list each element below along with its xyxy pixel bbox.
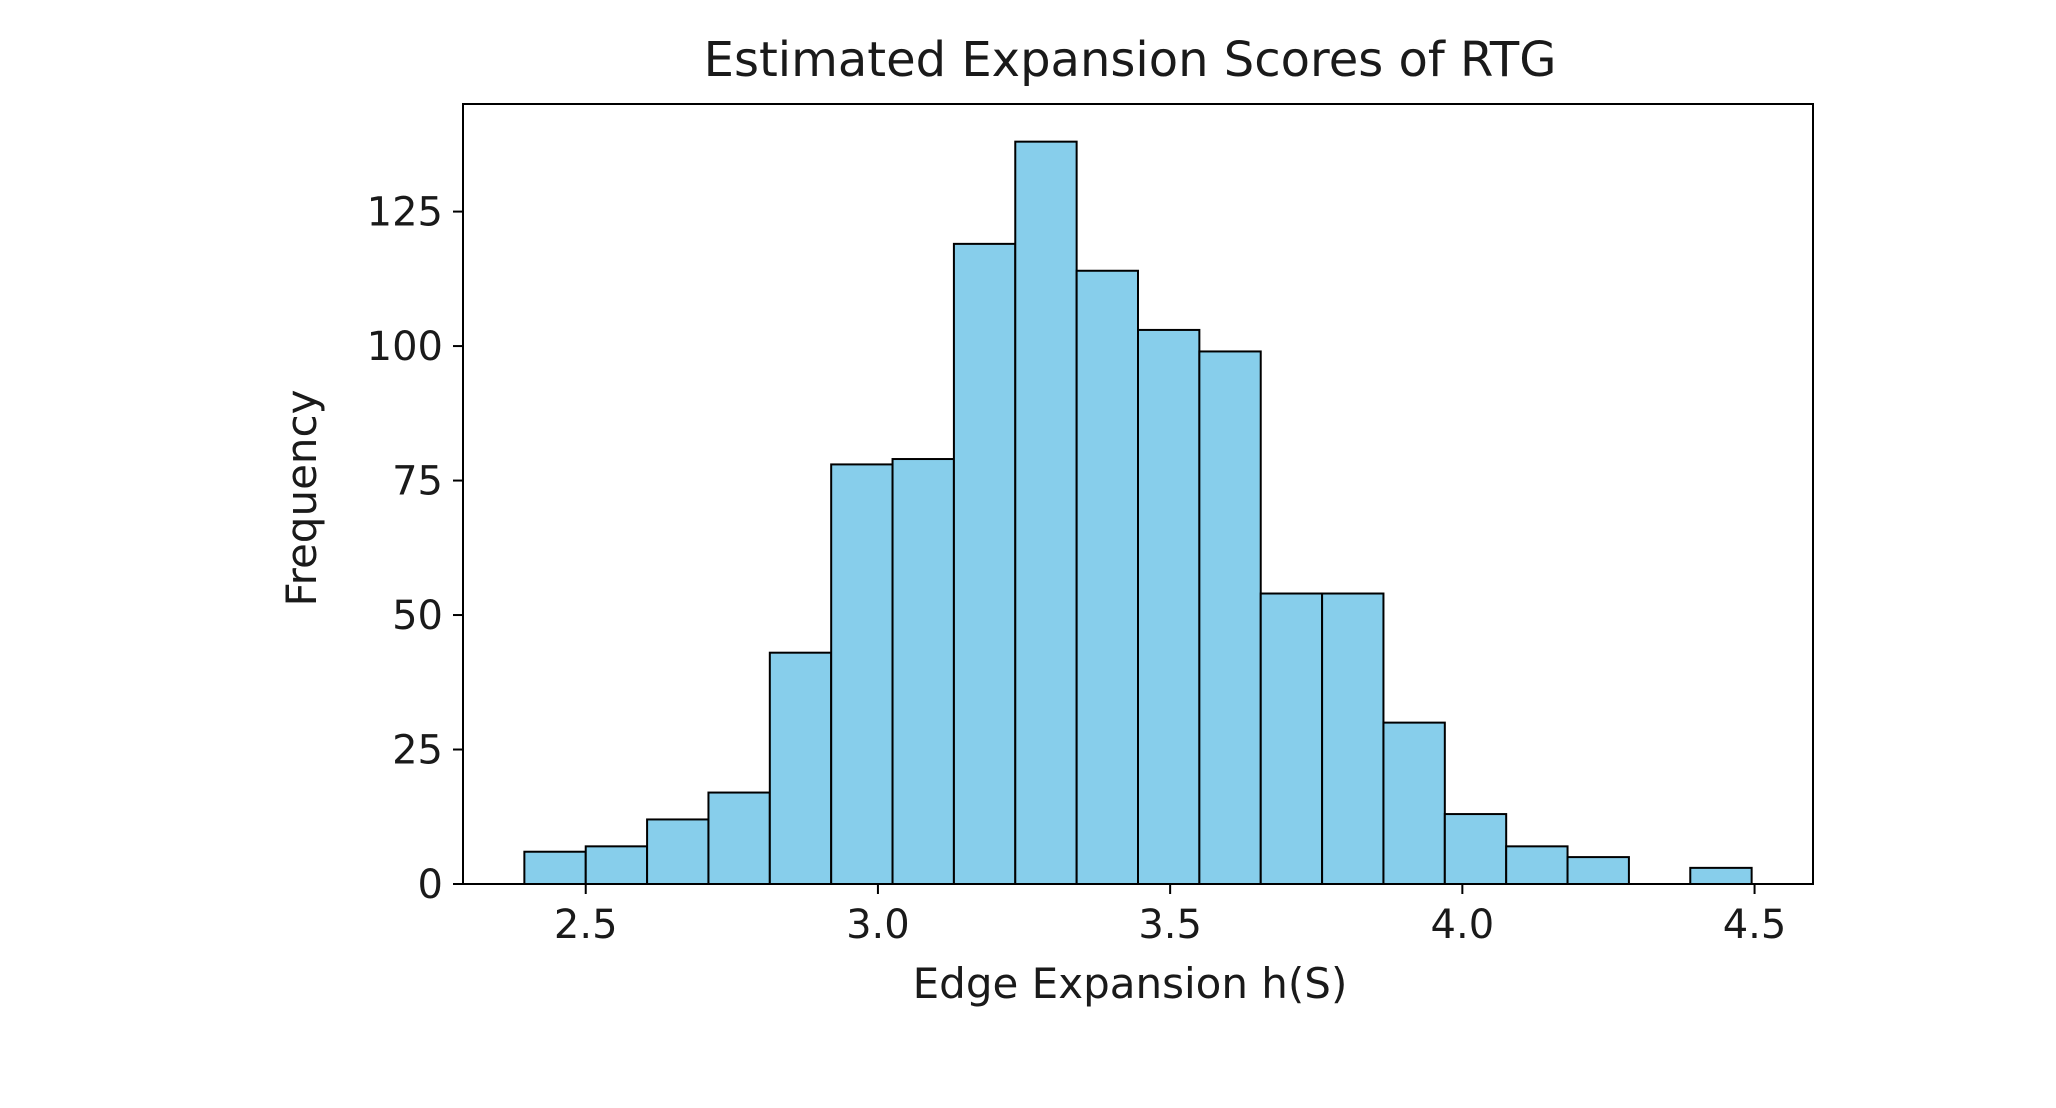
y-axis-label: Frequency — [277, 390, 326, 607]
x-axis-ticks: 2.5 3.0 3.5 4.0 4.5 — [554, 884, 1786, 948]
histogram-bar — [1259, 592, 1324, 885]
histogram-bar — [1321, 592, 1385, 885]
x-tick-label: 3.5 — [1138, 902, 1202, 948]
y-axis-ticks: 0 25 50 75 100 125 — [367, 190, 463, 908]
histogram-bar — [1505, 845, 1569, 886]
y-tick-label: 0 — [418, 862, 443, 908]
histogram-bar — [1198, 350, 1262, 885]
histogram-bar — [646, 818, 710, 886]
y-tick-label: 100 — [367, 324, 443, 370]
chart-title: Estimated Expansion Scores of RTG — [704, 32, 1557, 88]
histogram-bar — [1382, 721, 1446, 885]
y-tick-label: 75 — [392, 459, 443, 505]
histogram-bar — [707, 791, 771, 885]
x-tick-label: 4.0 — [1431, 902, 1495, 948]
histogram-bar — [1075, 269, 1139, 885]
histogram-bar — [1566, 856, 1630, 886]
histogram-bar — [830, 463, 894, 885]
plot-area-frame — [462, 103, 1814, 885]
bars-group — [523, 140, 1753, 886]
histogram-bar — [523, 850, 587, 885]
y-tick-label: 25 — [392, 728, 443, 774]
y-tick-label: 125 — [367, 190, 443, 236]
histogram-bar — [1137, 328, 1201, 885]
histogram-bar — [1443, 813, 1508, 886]
x-tick-label: 4.5 — [1723, 902, 1787, 948]
x-tick-label: 2.5 — [554, 902, 618, 948]
y-tick-label: 50 — [392, 593, 443, 639]
histogram-bar — [584, 845, 649, 886]
histogram-bar — [1689, 866, 1753, 885]
histogram-bar — [952, 242, 1017, 886]
histogram-bar — [1014, 140, 1078, 886]
x-tick-label: 3.0 — [846, 902, 910, 948]
x-axis-label: Edge Expansion h(S) — [913, 959, 1348, 1008]
histogram-bar — [768, 651, 833, 885]
histogram-bar — [891, 458, 955, 885]
